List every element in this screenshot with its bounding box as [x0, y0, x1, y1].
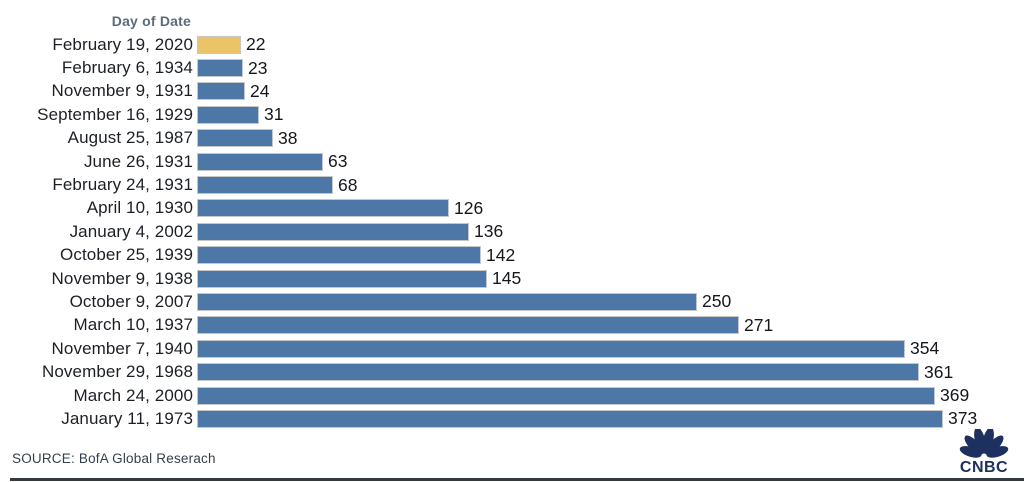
bar-track: 250 [193, 290, 1024, 313]
category-label: October 25, 1939 [60, 245, 193, 265]
chart-row: September 16, 1929 31 [0, 103, 1024, 126]
cnbc-wordmark: CNBC [959, 459, 1009, 476]
category-label: March 10, 1937 [73, 315, 193, 335]
bar [197, 129, 273, 148]
bar [197, 339, 905, 358]
chart-row: June 26, 1931 63 [0, 150, 1024, 173]
chart-row: October 9, 2007 250 [0, 290, 1024, 313]
value-label: 354 [910, 338, 940, 359]
bar [197, 59, 243, 78]
value-label: 373 [948, 408, 978, 429]
value-label: 369 [940, 385, 970, 406]
category-label: March 24, 2000 [73, 385, 193, 405]
category-label: June 26, 1931 [83, 151, 193, 171]
chart-row: November 7, 1940 354 [0, 337, 1024, 360]
category-label: February 6, 1934 [61, 58, 193, 78]
value-label: 271 [744, 314, 774, 335]
bar-track: 136 [193, 220, 1024, 243]
bar [197, 292, 697, 311]
chart-row: January 11, 1973 373 [0, 407, 1024, 430]
chart-rows: February 19, 2020 22 February 6, 1934 23 Nov… [0, 33, 1024, 431]
bar-track: 369 [193, 384, 1024, 407]
chart-row: March 10, 1937 271 [0, 314, 1024, 337]
chart-row: November 9, 1931 24 [0, 80, 1024, 103]
value-label: 22 [246, 34, 266, 55]
chart-row: October 25, 1939 142 [0, 244, 1024, 267]
value-label: 31 [264, 104, 284, 125]
bar-track: 63 [193, 150, 1024, 173]
chart-row: November 9, 1938 145 [0, 267, 1024, 290]
category-label: January 4, 2002 [69, 221, 193, 241]
bar-track: 354 [193, 337, 1024, 360]
bar [197, 316, 739, 335]
value-label: 250 [702, 291, 732, 312]
highlight-bar [197, 35, 241, 54]
category-label: September 16, 1929 [37, 104, 193, 124]
category-label: November 7, 1940 [51, 338, 193, 358]
value-label: 145 [492, 268, 522, 289]
chart-row: November 29, 1968 361 [0, 360, 1024, 383]
category-label: August 25, 1987 [67, 128, 193, 148]
category-label: April 10, 1930 [86, 198, 193, 218]
bar-track: 24 [193, 80, 1024, 103]
category-label: November 9, 1938 [51, 268, 193, 288]
bar-track: 271 [193, 314, 1024, 337]
cnbc-logo: CNBC [952, 429, 1016, 476]
chart-row: March 24, 2000 369 [0, 384, 1024, 407]
bar-track: 142 [193, 244, 1024, 267]
chart-row: February 19, 2020 22 [0, 33, 1024, 56]
bar-track: 31 [193, 103, 1024, 126]
bar-track: 68 [193, 173, 1024, 196]
value-label: 63 [328, 151, 348, 172]
value-label: 38 [278, 127, 298, 148]
category-label: January 11, 1973 [61, 408, 193, 428]
bar [197, 176, 333, 195]
bar [197, 269, 487, 288]
chart-header: Day of Date [111, 13, 191, 29]
bar-track: 38 [193, 127, 1024, 150]
chart-row: February 6, 1934 23 [0, 56, 1024, 79]
bar-track: 361 [193, 360, 1024, 383]
category-label: November 29, 1968 [41, 362, 193, 382]
bar-track: 126 [193, 197, 1024, 220]
bar [197, 246, 481, 265]
bar-track: 23 [193, 56, 1024, 79]
value-label: 361 [924, 361, 954, 382]
category-label: February 24, 1931 [52, 175, 193, 195]
bar [197, 222, 469, 241]
bar [197, 363, 919, 382]
category-label: October 9, 2007 [69, 291, 193, 311]
category-label: February 19, 2020 [52, 34, 193, 54]
bar [197, 152, 323, 171]
bar-track: 145 [193, 267, 1024, 290]
chart-row: February 24, 1931 68 [0, 173, 1024, 196]
value-label: 68 [338, 174, 358, 195]
bar-track: 373 [193, 407, 1024, 430]
bar-track: 22 [193, 33, 1024, 56]
bottom-rule [10, 478, 1024, 481]
category-label: November 9, 1931 [51, 81, 193, 101]
bar [197, 386, 935, 405]
value-label: 24 [250, 80, 270, 101]
value-label: 136 [474, 221, 504, 242]
chart-row: January 4, 2002 136 [0, 220, 1024, 243]
bar [197, 409, 943, 428]
chart-row: August 25, 1987 38 [0, 127, 1024, 150]
value-label: 23 [248, 57, 268, 78]
bar [197, 105, 259, 124]
value-label: 142 [486, 244, 516, 265]
bar [197, 82, 245, 101]
source-text: SOURCE: BofA Global Reserach [12, 451, 216, 466]
bar [197, 199, 449, 218]
chart-row: April 10, 1930 126 [0, 197, 1024, 220]
peacock-icon [952, 429, 1016, 463]
value-label: 126 [454, 197, 484, 218]
